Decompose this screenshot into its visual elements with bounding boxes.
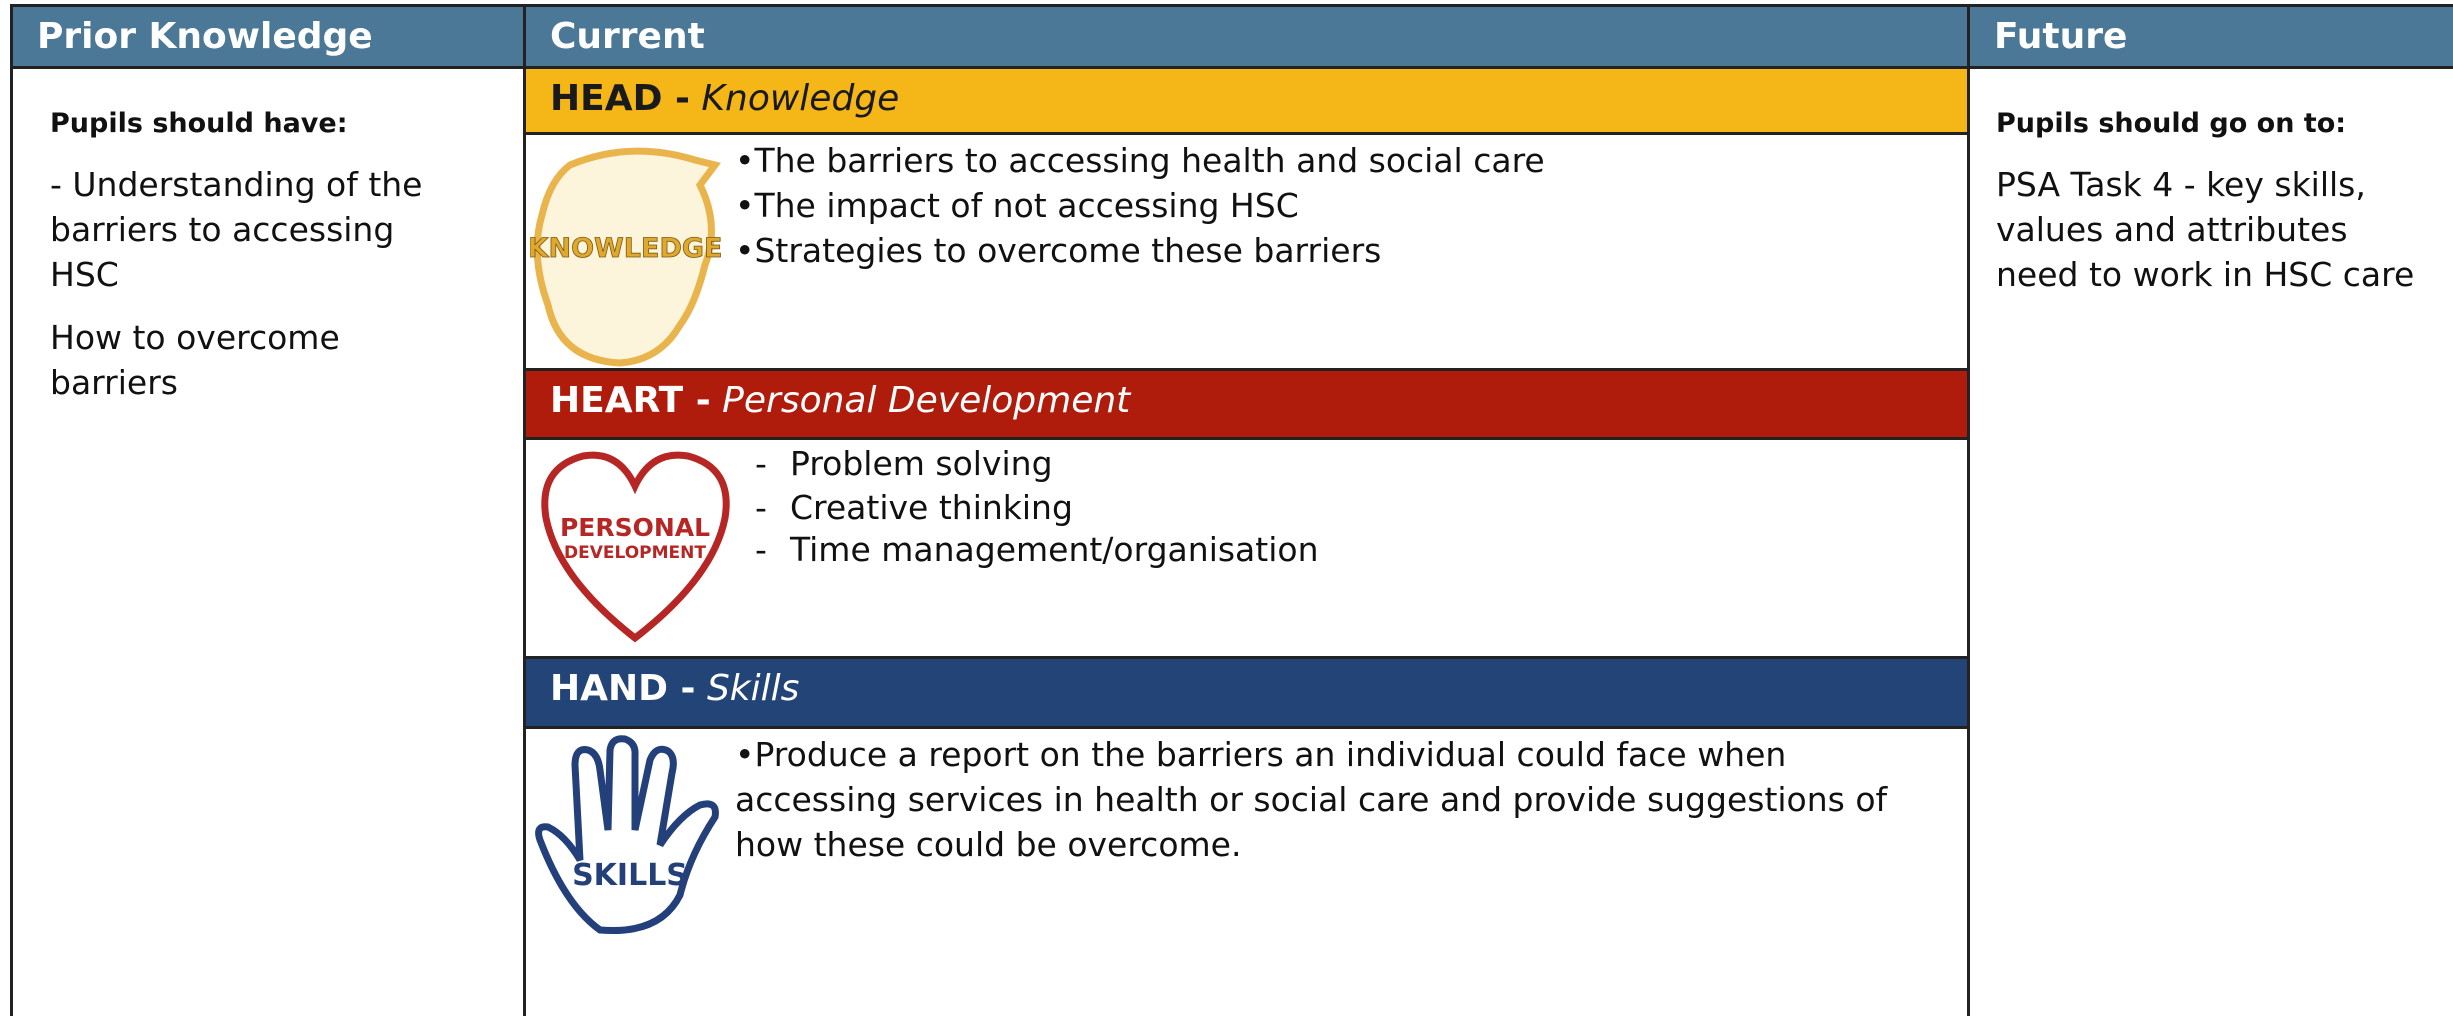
section-subtitle: Knowledge xyxy=(701,78,900,119)
bullet: •Strategies to overcome these barriers xyxy=(735,231,1382,270)
dash: - xyxy=(755,530,767,569)
section-bar: HEART - Personal Development xyxy=(524,369,1968,438)
head-outline xyxy=(533,147,721,367)
bullet: Problem solving xyxy=(790,444,1053,483)
bullet: •The impact of not accessing HSC xyxy=(735,186,1299,225)
border xyxy=(523,656,1968,659)
column-header: Prior Knowledge xyxy=(11,6,524,67)
dash: - xyxy=(755,488,767,527)
bullet: Time management/organisation xyxy=(790,530,1319,569)
knowledge-icon: KNOWLEDGE xyxy=(530,147,723,367)
future-text: PSA Task 4 - key skills, values and attr… xyxy=(1996,165,2415,294)
section-subtitle: Skills xyxy=(706,668,800,709)
border xyxy=(10,4,2453,7)
prior-item: - Understanding of the barriers to acces… xyxy=(50,165,423,294)
dash: - xyxy=(755,444,767,483)
section-bar: HEAD - Knowledge xyxy=(524,67,1968,133)
section-label: HAND - xyxy=(550,668,696,709)
column-header: Current xyxy=(524,6,1968,67)
icon-text: SKILLS xyxy=(572,858,688,893)
heart-icon: PERSONAL DEVELOPMENT xyxy=(541,451,730,643)
section-subtitle: Personal Development xyxy=(722,380,1131,421)
icon-text: DEVELOPMENT xyxy=(564,543,706,563)
heart-outline xyxy=(541,451,730,643)
border xyxy=(523,5,526,1016)
border xyxy=(10,66,2453,69)
hand-outline xyxy=(535,735,719,935)
section-label: HEART - xyxy=(550,380,711,421)
icon-text: KNOWLEDGE xyxy=(530,233,722,264)
border xyxy=(523,437,1968,440)
bullet: •Produce a report on the barriers an ind… xyxy=(735,735,1888,864)
border xyxy=(1967,5,1970,1016)
column-header: Future xyxy=(1968,6,2453,67)
icon-text: PERSONAL xyxy=(560,513,710,542)
border xyxy=(523,368,1968,371)
section-bar: HAND - Skills xyxy=(524,657,1968,727)
border xyxy=(10,5,13,1016)
future-heading: Pupils should go on to: xyxy=(1996,108,2347,139)
prior-heading: Pupils should have: xyxy=(50,108,348,139)
hand-icon: SKILLS xyxy=(535,735,719,935)
border xyxy=(523,726,1968,729)
bullet: Creative thinking xyxy=(790,488,1073,527)
prior-item: How to overcome barriers xyxy=(50,318,340,402)
border xyxy=(523,132,1968,135)
bullet: •The barriers to accessing health and so… xyxy=(735,141,1545,180)
section-label: HEAD - xyxy=(550,78,690,119)
